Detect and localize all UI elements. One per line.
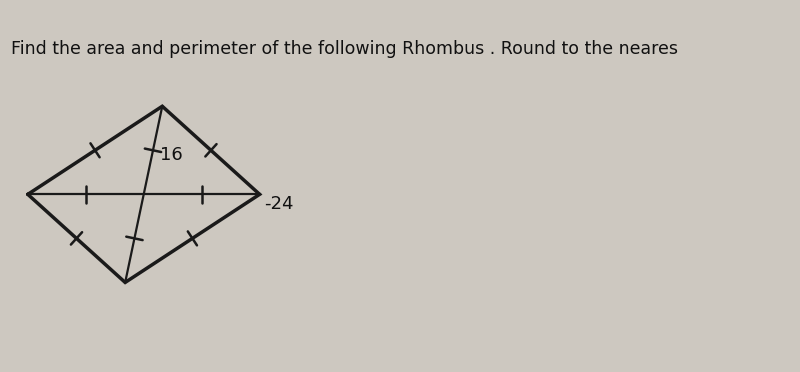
Text: 16: 16 [161,146,183,164]
Text: -24: -24 [264,195,294,213]
Text: Find the area and perimeter of the following Rhombus . Round to the neares: Find the area and perimeter of the follo… [11,39,678,58]
